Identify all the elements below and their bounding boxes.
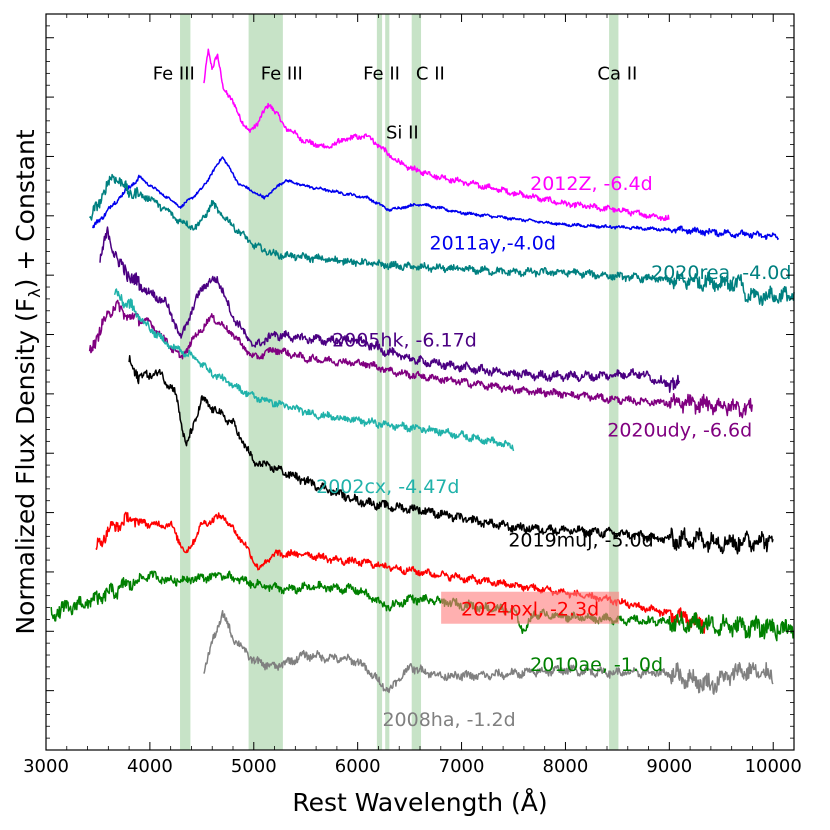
spectrum-label-2020udy: 2020udy, -6.6d xyxy=(607,419,752,441)
x-axis-label: Rest Wavelength (Å) xyxy=(292,788,547,817)
line-label-4: C II xyxy=(416,63,445,84)
spectrum-2020udy xyxy=(88,299,753,419)
spectrum-2005hk xyxy=(99,226,681,393)
x-tick-label-6000: 6000 xyxy=(335,756,381,777)
spectrum-label-2024pxl: 2024pxl, -2.3d xyxy=(461,599,599,621)
x-tick-label-7000: 7000 xyxy=(439,756,485,777)
spectrum-labels: 2012Z, -6.4d 2011ay,-4.0d 2020rea, -4.0d 20… xyxy=(316,173,791,731)
line-band-0 xyxy=(180,14,191,750)
spectrum-2012Z xyxy=(203,48,670,222)
y-axis-label-main: Normalized Flux Density (F xyxy=(11,298,40,635)
spectrum-2019muj xyxy=(128,354,774,555)
spectrum-label-2011ay: 2011ay,-4.0d xyxy=(430,233,556,255)
spectrum-2010ae xyxy=(50,570,795,642)
line-label-3: Si II xyxy=(386,123,419,144)
spectra-lines xyxy=(50,48,795,695)
line-label-5: Ca II xyxy=(597,63,637,84)
line-label-1: Fe III xyxy=(261,63,303,84)
spectrum-2011ay xyxy=(92,156,780,241)
spectrum-2008ha xyxy=(203,609,774,695)
line-label-2: Fe II xyxy=(363,63,400,84)
spectrum-2020rea xyxy=(88,173,795,307)
spectrum-label-2020rea: 2020rea, -4.0d xyxy=(651,262,791,284)
line-band-3 xyxy=(385,14,390,750)
spectrum-label-highlight xyxy=(441,591,620,624)
axis-ticks: 3000 4000 5000 6000 7000 8000 9000 10000 xyxy=(23,13,802,777)
line-label-0: Fe III xyxy=(153,63,195,84)
x-tick-label-5000: 5000 xyxy=(231,756,277,777)
y-axis-label-sub: λ xyxy=(25,288,44,297)
spectrum-2002cx xyxy=(113,288,515,452)
spectrum-label-2012Z: 2012Z, -6.4d xyxy=(530,173,653,195)
spectrum-label-2010ae: 2010ae, -1.0d xyxy=(530,654,663,676)
line-band-5 xyxy=(609,14,619,750)
x-tick-label-4000: 4000 xyxy=(127,756,173,777)
x-tick-label-3000: 3000 xyxy=(23,756,69,777)
x-tick-label-9000: 9000 xyxy=(646,756,692,777)
spectrum-label-2008ha: 2008ha, -1.2d xyxy=(382,709,515,731)
y-axis-label: Normalized Flux Density (Fλ) + Constant xyxy=(11,129,44,634)
line-labels: Fe III Fe III Fe II Si II C II Ca II xyxy=(153,63,638,143)
x-tick-label-10000: 10000 xyxy=(745,756,802,777)
line-band-4 xyxy=(411,14,422,750)
line-bands xyxy=(180,14,619,750)
spectrum-label-2002cx: 2002cx, -4.47d xyxy=(316,476,459,498)
spectrum-label-2005hk: 2005hk, -6.17d xyxy=(332,329,477,351)
x-tick-label-8000: 8000 xyxy=(543,756,589,777)
y-axis-label-tail: ) + Constant xyxy=(11,129,40,288)
line-band-2 xyxy=(376,14,383,750)
spectrum-label-2019muj: 2019muj, -5.0d xyxy=(508,529,653,551)
line-band-1 xyxy=(248,14,283,750)
